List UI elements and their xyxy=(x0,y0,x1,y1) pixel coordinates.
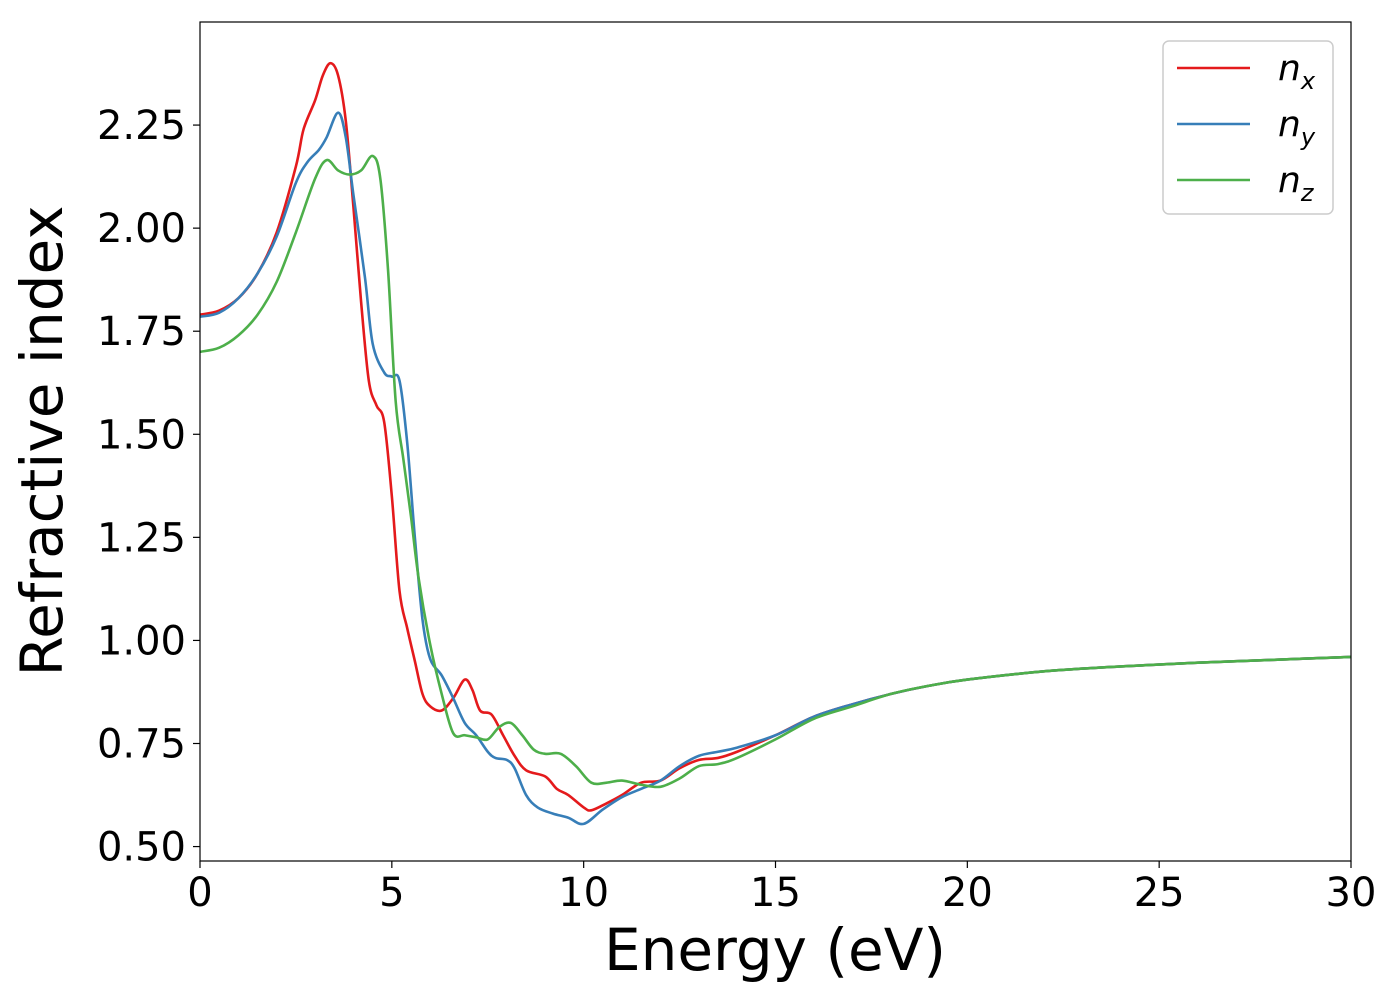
y-axis-label: Refractive index xyxy=(8,205,76,676)
y-tick-label: 1.00 xyxy=(97,618,186,664)
y-axis: 0.50 0.75 1.00 1.25 1.50 1.75 2.00 2.25 xyxy=(97,103,200,871)
x-axis-label: Energy (eV) xyxy=(604,916,946,984)
legend: nx ny nz xyxy=(1162,40,1334,215)
x-axis: 0 5 10 15 20 25 30 xyxy=(187,861,1376,916)
x-tick-label: 5 xyxy=(379,870,404,916)
y-tick-label: 1.75 xyxy=(97,309,186,355)
x-tick-label: 10 xyxy=(558,870,609,916)
series-line-n-z xyxy=(200,154,1351,789)
legend-box xyxy=(1162,40,1334,215)
y-tick-label: 1.50 xyxy=(97,412,186,458)
x-tick-label: 25 xyxy=(1134,870,1185,916)
x-tick-label: 0 xyxy=(187,870,212,916)
series-line-n-y xyxy=(200,111,1351,826)
x-tick-label: 20 xyxy=(942,870,993,916)
legend-label-n-z: nz xyxy=(1278,160,1315,207)
y-tick-label: 0.75 xyxy=(97,721,186,767)
legend-label-n-y: ny xyxy=(1278,104,1316,151)
y-tick-label: 2.00 xyxy=(97,206,186,252)
x-tick-label: 15 xyxy=(750,870,801,916)
y-tick-label: 1.25 xyxy=(97,515,186,561)
series-layer xyxy=(200,61,1351,826)
y-tick-label: 2.25 xyxy=(97,103,186,149)
legend-label-n-x: nx xyxy=(1278,48,1316,95)
y-tick-label: 0.50 xyxy=(97,825,186,871)
x-tick-label: 30 xyxy=(1326,870,1377,916)
